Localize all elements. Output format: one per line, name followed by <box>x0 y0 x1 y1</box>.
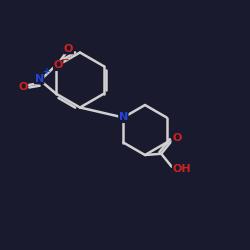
Text: −: − <box>60 54 69 64</box>
Text: O: O <box>64 44 73 54</box>
Text: N: N <box>119 112 128 122</box>
Text: OH: OH <box>172 164 191 174</box>
Text: O: O <box>18 82 28 92</box>
Text: O: O <box>172 133 182 143</box>
Text: N: N <box>34 74 44 84</box>
Text: +: + <box>43 67 50 76</box>
Text: O: O <box>54 60 63 70</box>
